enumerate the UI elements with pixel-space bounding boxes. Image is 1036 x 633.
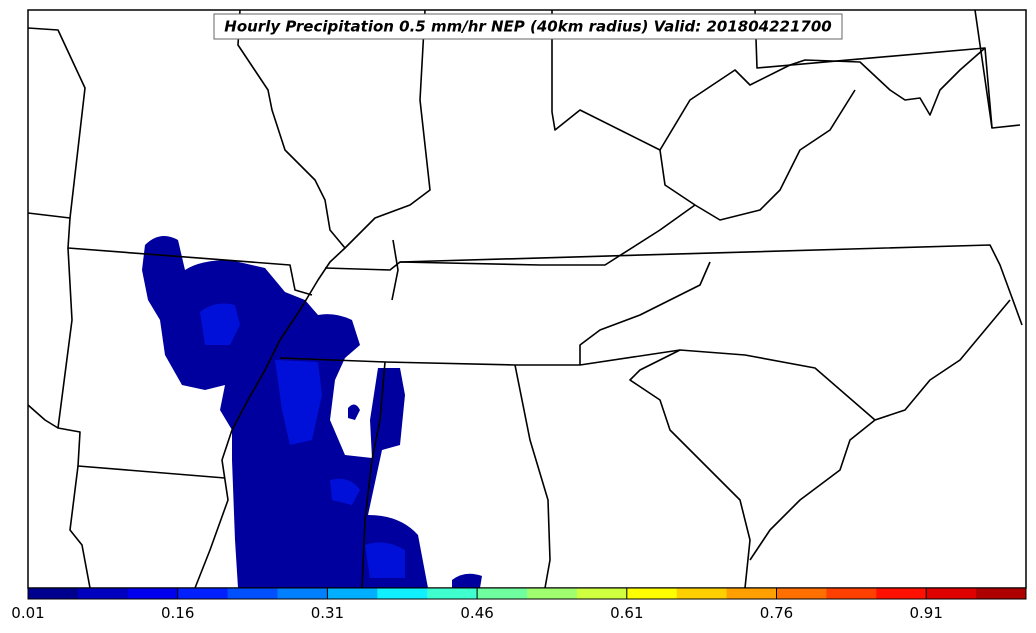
colorbar-segment bbox=[177, 588, 229, 599]
colorbar-tick-label: 0.46 bbox=[460, 604, 493, 622]
colorbar-segment bbox=[576, 588, 628, 599]
state-borders bbox=[27, 9, 1023, 589]
colorbar-segment bbox=[876, 588, 927, 599]
colorbar-segment bbox=[976, 588, 1027, 599]
colorbar: 0.01 0.16 0.31 0.46 0.61 0.76 0.91 bbox=[11, 587, 1027, 622]
precip-area bbox=[452, 573, 482, 588]
colorbar-segment bbox=[626, 588, 678, 599]
colorbar-segment bbox=[477, 588, 528, 599]
colorbar-tick-label: 0.76 bbox=[760, 604, 793, 622]
precip-core bbox=[275, 360, 322, 445]
colorbar-segment bbox=[926, 588, 977, 599]
colorbar-segment bbox=[726, 588, 777, 599]
colorbar-segment bbox=[676, 588, 728, 599]
colorbar-tick-label: 0.61 bbox=[610, 604, 643, 622]
colorbar-tick-label: 0.01 bbox=[11, 604, 44, 622]
colorbar-segment bbox=[826, 588, 877, 599]
title-box bbox=[213, 13, 843, 40]
colorbar-tick-label: 0.31 bbox=[311, 604, 344, 622]
colorbar-segment bbox=[377, 588, 428, 599]
colorbar-segment bbox=[227, 588, 278, 599]
map-area: Hourly Precipitation 0.5 mm/hr NEP (40km… bbox=[27, 9, 1027, 589]
colorbar-segment bbox=[527, 588, 578, 599]
colorbar-segment bbox=[776, 588, 827, 599]
colorbar-segment bbox=[28, 588, 79, 599]
precip-area bbox=[348, 404, 360, 420]
colorbar-segment bbox=[127, 588, 179, 599]
precip-core bbox=[200, 303, 240, 345]
colorbar-segment bbox=[277, 588, 328, 599]
precip-core bbox=[330, 478, 360, 505]
colorbar-segment bbox=[77, 588, 129, 599]
colorbar-segment bbox=[327, 588, 378, 599]
map-title: Hourly Precipitation 0.5 mm/hr NEP (40km… bbox=[224, 18, 831, 36]
colorbar-tick-label: 0.91 bbox=[909, 604, 942, 622]
precip-core bbox=[365, 542, 405, 578]
colorbar-segment bbox=[427, 588, 478, 599]
precip-field bbox=[142, 236, 482, 588]
colorbar-tick-label: 0.16 bbox=[161, 604, 194, 622]
